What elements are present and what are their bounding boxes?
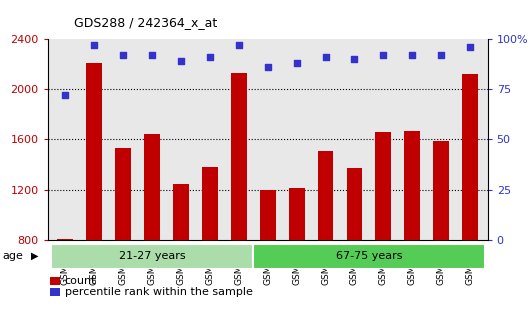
Bar xyxy=(86,62,102,240)
Point xyxy=(350,56,359,61)
Bar xyxy=(462,74,478,240)
Bar xyxy=(347,168,363,240)
Bar xyxy=(289,188,305,240)
Text: ▶: ▶ xyxy=(31,251,38,261)
Point xyxy=(437,52,446,57)
Point xyxy=(119,52,127,57)
Point xyxy=(293,60,301,66)
Point xyxy=(61,92,69,98)
Point xyxy=(321,54,330,59)
Bar xyxy=(50,244,253,269)
Text: 21-27 years: 21-27 years xyxy=(119,251,185,261)
Bar xyxy=(375,132,391,240)
Text: percentile rank within the sample: percentile rank within the sample xyxy=(65,287,252,297)
Bar xyxy=(144,134,160,240)
Point xyxy=(90,42,98,47)
Bar xyxy=(260,191,276,240)
Bar xyxy=(317,151,333,240)
Point xyxy=(206,54,214,59)
Point xyxy=(176,58,185,64)
Text: GDS288 / 242364_x_at: GDS288 / 242364_x_at xyxy=(74,15,217,29)
Point xyxy=(234,42,243,47)
Bar xyxy=(253,244,485,269)
Bar xyxy=(434,141,449,240)
Bar xyxy=(231,73,246,240)
Text: 67-75 years: 67-75 years xyxy=(335,251,402,261)
Bar xyxy=(404,131,420,240)
Point xyxy=(466,44,474,49)
Point xyxy=(148,52,156,57)
Text: count: count xyxy=(65,276,96,286)
Bar xyxy=(173,183,189,240)
Point xyxy=(408,52,417,57)
Bar xyxy=(115,148,131,240)
Point xyxy=(379,52,387,57)
Point xyxy=(263,64,272,70)
Bar xyxy=(57,239,73,240)
Bar xyxy=(202,167,218,240)
Text: age: age xyxy=(3,251,23,261)
